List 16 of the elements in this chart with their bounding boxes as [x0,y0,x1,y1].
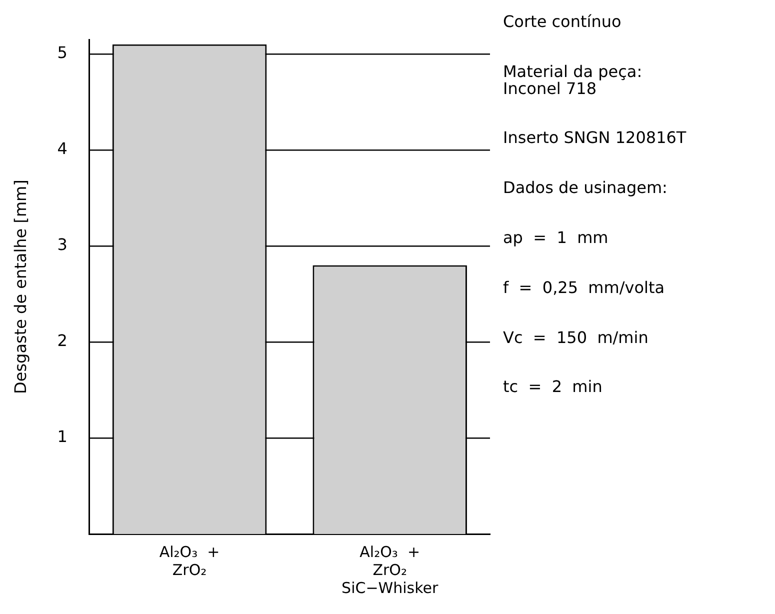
text: f = 0,25 mm/volta [503,278,666,297]
y-tick-label: 5 [57,43,68,62]
x-tick-label: Al₂O₃ + ZrO₂ SiC−Whisker [342,542,439,597]
y-axis-title: Desgaste de entalhe [mm] [10,180,30,394]
text: ap = 1 mm [503,228,610,247]
text: tc = 2 min [503,377,604,396]
x-tick-label: Al₂O₃ + ZrO₂ [159,542,220,579]
text: Dados de usinagem: [503,178,668,198]
y-tick-label: 2 [57,331,68,350]
text: Material da peça: Inconel 718 [503,62,644,98]
y-tick-label: 3 [57,235,68,254]
text: Corte contínuo [503,12,622,31]
y-tick-label: 4 [57,139,68,158]
text: Vc = 150 m/min [503,328,650,347]
y-tick-label: 1 [57,427,68,446]
text: Inserto SNGN 120816T [503,128,686,148]
